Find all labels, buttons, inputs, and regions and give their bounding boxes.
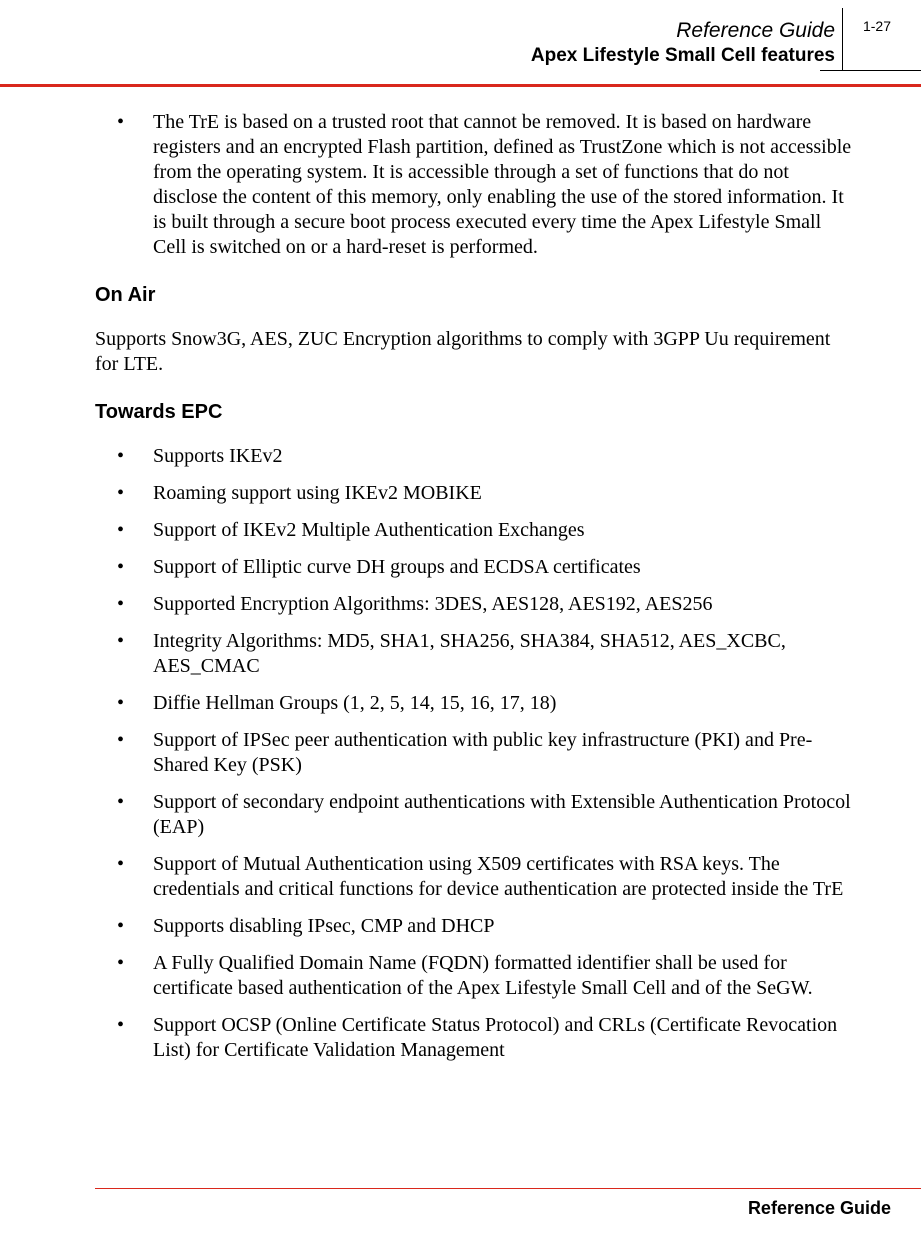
header-red-rule <box>0 84 921 87</box>
header-text-block: Reference Guide Apex Lifestyle Small Cel… <box>531 18 835 68</box>
list-item: • Supports IKEv2 <box>115 444 855 469</box>
bullet-text: Supports disabling IPsec, CMP and DHCP <box>153 914 855 939</box>
bullet-marker: • <box>115 481 153 506</box>
bullet-text: Support of IPSec peer authentication wit… <box>153 728 855 778</box>
header-divider-horizontal <box>820 70 921 71</box>
page-header: Reference Guide Apex Lifestyle Small Cel… <box>0 0 921 20</box>
list-item: • Supported Encryption Algorithms: 3DES,… <box>115 592 855 617</box>
bullet-text: Support of secondary endpoint authentica… <box>153 790 855 840</box>
header-subtitle: Apex Lifestyle Small Cell features <box>531 44 835 68</box>
towards-epc-bullet-list: • Supports IKEv2 • Roaming support using… <box>115 444 855 1063</box>
bullet-marker: • <box>115 790 153 815</box>
list-item: • The TrE is based on a trusted root tha… <box>115 110 855 260</box>
bullet-marker: • <box>115 592 153 617</box>
bullet-marker: • <box>115 1013 153 1038</box>
bullet-text: Roaming support using IKEv2 MOBIKE <box>153 481 855 506</box>
bullet-marker: • <box>115 691 153 716</box>
bullet-text: Support OCSP (Online Certificate Status … <box>153 1013 855 1063</box>
bullet-text: Support of Elliptic curve DH groups and … <box>153 555 855 580</box>
bullet-marker: • <box>115 951 153 976</box>
intro-bullet-list: • The TrE is based on a trusted root tha… <box>115 110 855 260</box>
list-item: • Diffie Hellman Groups (1, 2, 5, 14, 15… <box>115 691 855 716</box>
bullet-text: Supports IKEv2 <box>153 444 855 469</box>
list-item: • Support of IKEv2 Multiple Authenticati… <box>115 518 855 543</box>
bullet-marker: • <box>115 444 153 469</box>
header-divider-vertical <box>842 8 843 70</box>
list-item: • Support of secondary endpoint authenti… <box>115 790 855 840</box>
header-title: Reference Guide <box>531 18 835 44</box>
bullet-text: A Fully Qualified Domain Name (FQDN) for… <box>153 951 855 1001</box>
bullet-marker: • <box>115 728 153 753</box>
bullet-text: Support of IKEv2 Multiple Authentication… <box>153 518 855 543</box>
page-number: 1-27 <box>863 18 891 34</box>
content-area: • The TrE is based on a trusted root tha… <box>115 110 855 1075</box>
list-item: • A Fully Qualified Domain Name (FQDN) f… <box>115 951 855 1001</box>
list-item: • Support of Elliptic curve DH groups an… <box>115 555 855 580</box>
bullet-text: Diffie Hellman Groups (1, 2, 5, 14, 15, … <box>153 691 855 716</box>
list-item: • Integrity Algorithms: MD5, SHA1, SHA25… <box>115 629 855 679</box>
bullet-marker: • <box>115 518 153 543</box>
bullet-marker: • <box>115 852 153 877</box>
bullet-marker: • <box>115 110 153 135</box>
footer-text: Reference Guide <box>748 1198 891 1219</box>
bullet-text: Supported Encryption Algorithms: 3DES, A… <box>153 592 855 617</box>
bullet-text: The TrE is based on a trusted root that … <box>153 110 855 260</box>
footer-red-rule <box>95 1188 921 1190</box>
list-item: • Supports disabling IPsec, CMP and DHCP <box>115 914 855 939</box>
bullet-marker: • <box>115 629 153 654</box>
bullet-text: Integrity Algorithms: MD5, SHA1, SHA256,… <box>153 629 855 679</box>
on-air-paragraph: Supports Snow3G, AES, ZUC Encryption alg… <box>95 327 855 377</box>
on-air-heading: On Air <box>95 284 855 307</box>
towards-epc-heading: Towards EPC <box>95 401 855 424</box>
bullet-marker: • <box>115 555 153 580</box>
bullet-marker: • <box>115 914 153 939</box>
list-item: • Support of Mutual Authentication using… <box>115 852 855 902</box>
list-item: • Support of IPSec peer authentication w… <box>115 728 855 778</box>
bullet-text: Support of Mutual Authentication using X… <box>153 852 855 902</box>
list-item: • Roaming support using IKEv2 MOBIKE <box>115 481 855 506</box>
list-item: • Support OCSP (Online Certificate Statu… <box>115 1013 855 1063</box>
page-container: Reference Guide Apex Lifestyle Small Cel… <box>0 0 921 1239</box>
